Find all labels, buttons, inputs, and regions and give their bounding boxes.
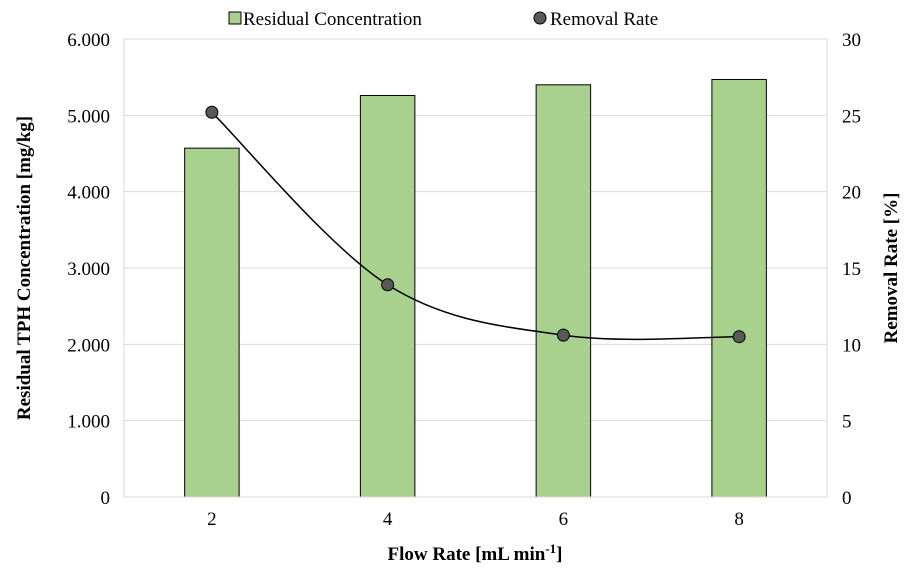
legend-label-residual: Residual Concentration (243, 9, 422, 30)
y-axis-title: Residual TPH Concentration [mg/kg] (14, 116, 35, 420)
x-axis-tick-labels: 2 4 6 8 (207, 509, 744, 530)
x-axis-title-end: ] (556, 544, 562, 565)
removal-rate-point (556, 328, 570, 342)
removal-rate-point (381, 278, 395, 292)
x-tick-label: 2 (207, 509, 217, 530)
y-tick-label: 5.000 (67, 106, 110, 127)
legend-bar-swatch (228, 11, 242, 25)
removal-rate-point (205, 105, 219, 119)
y-tick-label: 3.000 (67, 259, 110, 280)
legend-label-removal: Removal Rate (550, 9, 658, 30)
x-tick-label: 6 (559, 509, 569, 530)
y2-tick-label: 25 (842, 106, 861, 127)
bars (184, 78, 767, 498)
bar-residual-concentration (711, 78, 767, 498)
y-tick-label: 4.000 (67, 183, 110, 204)
bar-residual-concentration (535, 84, 592, 498)
legend-marker-swatch (533, 11, 547, 25)
x-tick-label: 4 (383, 509, 393, 530)
y2-tick-label: 10 (842, 335, 861, 356)
y2-axis-title: Removal Rate [%] (881, 193, 902, 344)
axes (123, 38, 828, 498)
removal-rate-line (211, 111, 740, 341)
right-axis-tick-labels: 0 5 10 15 20 25 30 (842, 30, 861, 509)
left-axis-tick-labels: 0 1.000 2.000 3.000 4.000 5.000 6.000 (67, 30, 110, 509)
y2-tick-label: 30 (842, 30, 861, 51)
y-tick-label: 2.000 (67, 335, 110, 356)
y-tick-label: 1.000 (67, 412, 110, 433)
y2-tick-label: 5 (842, 412, 852, 433)
x-axis-title: Flow Rate [mL min-1] (388, 541, 563, 565)
x-tick-label: 8 (734, 509, 744, 530)
x-axis-title-main: Flow Rate [mL min (388, 544, 546, 565)
removal-rate-point (732, 330, 746, 344)
y-tick-label: 6.000 (67, 30, 110, 51)
y2-tick-label: 15 (842, 259, 861, 280)
y2-tick-label: 20 (842, 183, 861, 204)
x-axis-title-sup: -1 (545, 541, 556, 556)
plot-area-border (123, 38, 828, 498)
y2-tick-label: 0 (842, 488, 852, 509)
legend: Residual Concentration Removal Rate (228, 9, 658, 30)
removal-rate-series (205, 105, 746, 344)
y-tick-label: 0 (101, 488, 111, 509)
bar-residual-concentration (184, 147, 240, 498)
